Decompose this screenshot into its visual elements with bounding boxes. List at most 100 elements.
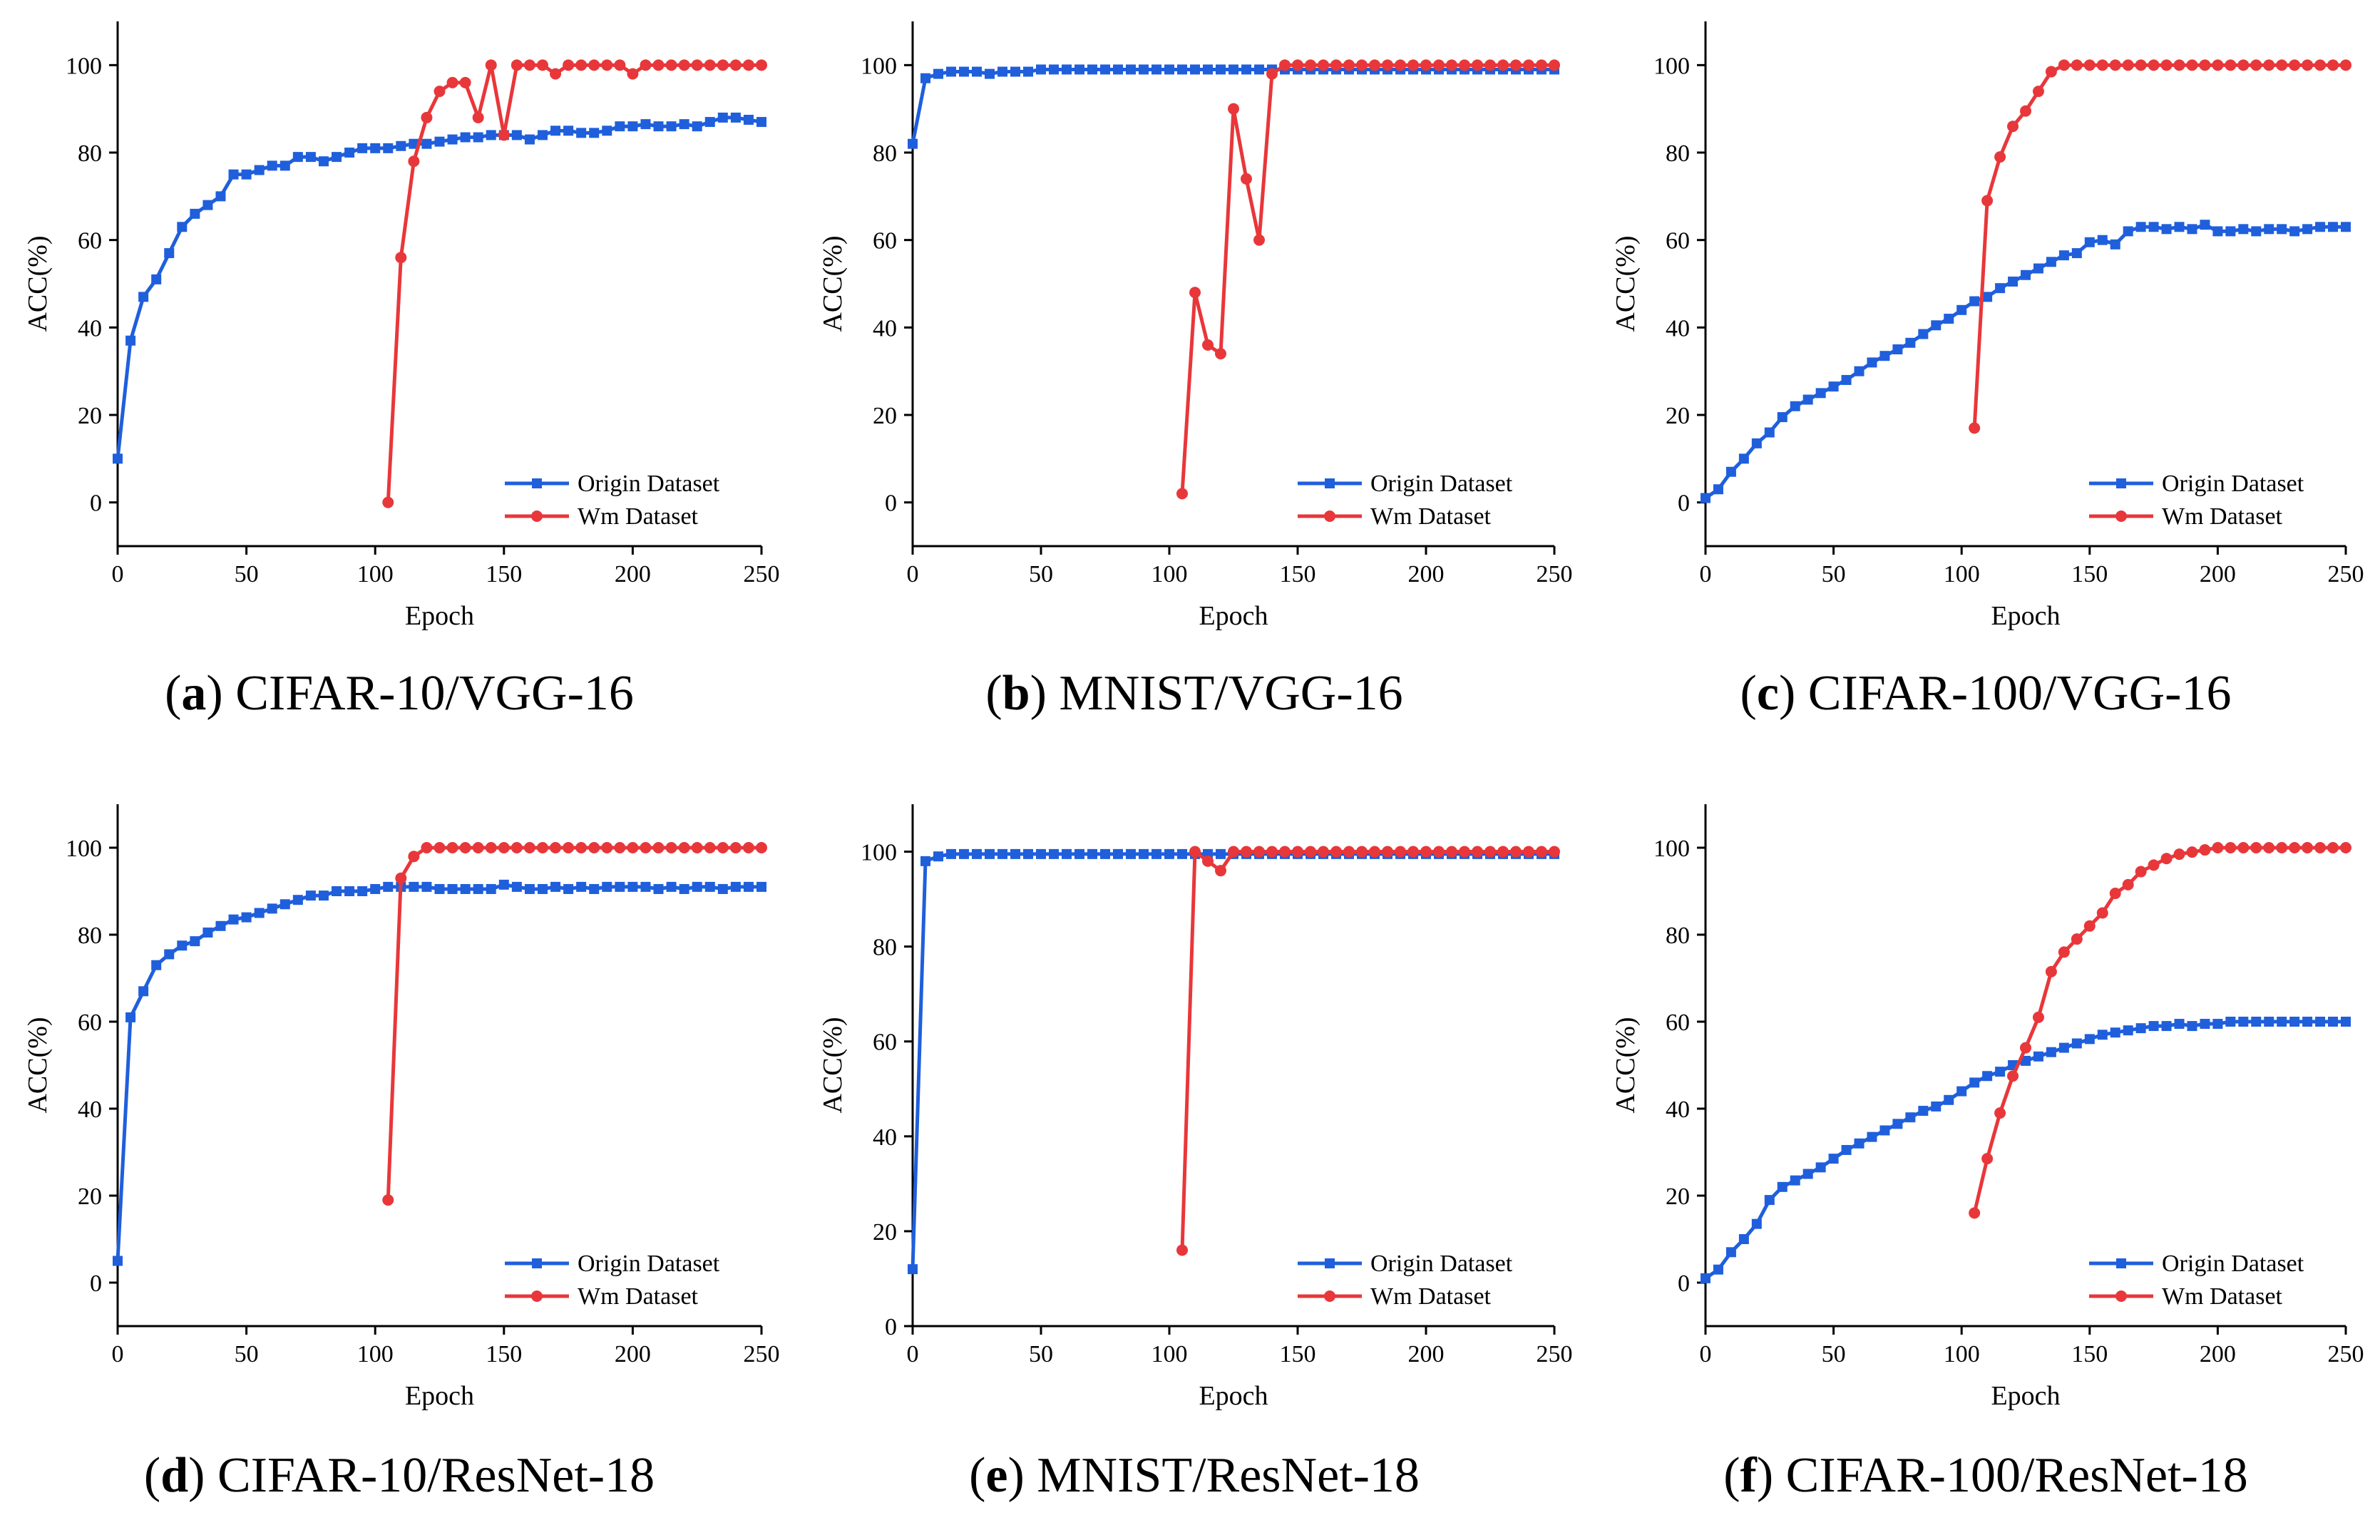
- y-tick-label: 40: [873, 1124, 897, 1151]
- origin-dataset-point: [2200, 1019, 2210, 1030]
- origin-dataset-point: [409, 138, 419, 149]
- origin-dataset-point: [228, 914, 239, 925]
- origin-dataset-point: [1841, 1144, 1852, 1155]
- origin-dataset-point: [1113, 64, 1123, 75]
- wm-dataset-point: [434, 86, 446, 98]
- wm-dataset-point: [2148, 859, 2160, 871]
- y-tick-label: 40: [78, 1097, 102, 1123]
- wm-dataset-point: [2276, 842, 2288, 853]
- origin-dataset-line: [116, 883, 761, 1261]
- legend-origin-marker: [1325, 478, 1335, 488]
- x-tick-label: 200: [615, 1341, 651, 1367]
- x-tick-label: 200: [615, 561, 651, 587]
- wm-dataset-point: [2173, 848, 2185, 861]
- wm-dataset-point: [2186, 846, 2198, 858]
- wm-dataset-point: [1343, 846, 1355, 858]
- origin-dataset-point: [2328, 1017, 2339, 1027]
- origin-dataset-point: [2238, 1017, 2249, 1027]
- wm-dataset-point: [1228, 103, 1239, 115]
- wm-dataset-point: [665, 842, 677, 853]
- origin-dataset-point: [959, 848, 969, 859]
- origin-dataset-point: [2225, 1017, 2236, 1027]
- origin-dataset-point: [1956, 304, 1967, 315]
- origin-dataset-point: [1751, 1218, 1762, 1229]
- origin-dataset-point: [920, 73, 930, 83]
- origin-dataset-point: [2200, 220, 2210, 230]
- legend-wm-label: Wm Dataset: [578, 503, 699, 530]
- origin-dataset-point: [2071, 248, 2082, 259]
- caption-open-paren: (: [144, 1448, 160, 1503]
- x-tick-label: 200: [2200, 1341, 2236, 1367]
- wm-dataset-point: [1459, 846, 1470, 858]
- wm-dataset-point: [1253, 234, 1265, 246]
- wm-dataset-point: [704, 842, 716, 853]
- legend-wm-label: Wm Dataset: [1370, 1283, 1492, 1310]
- origin-dataset-point: [1190, 64, 1200, 75]
- wm-dataset-point: [459, 842, 471, 853]
- wm-dataset-point: [472, 842, 484, 853]
- origin-dataset-point: [933, 851, 943, 862]
- wm-dataset-point: [1433, 846, 1445, 858]
- caption-title: CIFAR-100/VGG-16: [1808, 666, 2232, 721]
- x-tick-label: 100: [1151, 561, 1188, 587]
- origin-dataset-point: [151, 960, 162, 970]
- origin-dataset-point: [1790, 401, 1800, 411]
- x-tick-label: 50: [1029, 1341, 1053, 1367]
- origin-dataset-point: [2251, 226, 2262, 237]
- origin-dataset-point: [2212, 1019, 2223, 1030]
- origin-dataset-point: [396, 140, 406, 151]
- origin-dataset-point: [2110, 1027, 2120, 1038]
- wm-dataset-point: [2199, 59, 2211, 71]
- caption-letter: d: [160, 1448, 188, 1503]
- x-tick-label: 250: [2328, 561, 2364, 587]
- origin-dataset-point: [1151, 848, 1161, 859]
- origin-dataset-point: [473, 132, 483, 143]
- origin-dataset-point: [1151, 64, 1161, 75]
- wm-dataset-point: [1318, 59, 1329, 71]
- origin-dataset-point: [1982, 292, 1993, 302]
- origin-dataset-point: [151, 274, 162, 284]
- origin-dataset-point: [1074, 64, 1084, 75]
- origin-dataset-point: [602, 881, 612, 892]
- caption-close-paren: ): [1007, 1448, 1037, 1503]
- legend-origin-marker: [532, 478, 542, 488]
- x-tick-label: 0: [112, 561, 124, 587]
- origin-dataset-point: [627, 121, 638, 132]
- wm-dataset-point: [2237, 842, 2250, 853]
- chart-panel-d: 0 20 40 60 80 100 0 50 100 150 200 250 Epoch ACC(%) Or…: [23, 804, 780, 1503]
- origin-dataset-point: [1113, 848, 1123, 859]
- origin-dataset-point: [997, 66, 1007, 77]
- legend-wm-marker: [2115, 1290, 2127, 1302]
- wm-dataset-point: [536, 59, 548, 71]
- origin-dataset-point: [2071, 1038, 2082, 1049]
- y-tick-label: 60: [873, 228, 897, 255]
- wm-dataset-point: [691, 842, 703, 853]
- panel-caption: (c) CIFAR-100/VGG-16: [1740, 666, 2232, 721]
- origin-dataset-point: [1995, 1067, 2006, 1077]
- wm-dataset-line: [1972, 846, 2346, 1213]
- origin-dataset-point: [717, 112, 728, 123]
- y-tick-label: 20: [873, 1219, 897, 1246]
- caption-open-paren: (: [1740, 666, 1757, 721]
- wm-dataset-point: [446, 842, 458, 853]
- wm-dataset-point: [742, 59, 754, 71]
- y-tick-label: 80: [78, 923, 102, 949]
- origin-dataset-point: [447, 883, 458, 894]
- origin-dataset-point: [1841, 374, 1852, 385]
- origin-dataset-point: [2225, 226, 2236, 237]
- origin-dataset-point: [1790, 1175, 1800, 1186]
- x-tick-label: 100: [357, 561, 394, 587]
- origin-dataset-point: [1944, 314, 1954, 324]
- legend-origin-label: Origin Dataset: [2162, 471, 2304, 497]
- y-tick-label: 40: [873, 315, 897, 342]
- origin-dataset-point: [370, 143, 381, 153]
- panel-caption: (e) MNIST/ResNet-18: [969, 1448, 1420, 1503]
- origin-dataset-point: [202, 200, 213, 210]
- origin-dataset-point: [2046, 257, 2056, 267]
- origin-dataset-point: [743, 115, 754, 125]
- origin-dataset-point: [2084, 1034, 2095, 1044]
- legend-wm-marker: [531, 510, 543, 522]
- wm-dataset-line: [386, 846, 761, 1201]
- wm-dataset-point: [2250, 59, 2262, 71]
- origin-dataset-point: [267, 160, 277, 171]
